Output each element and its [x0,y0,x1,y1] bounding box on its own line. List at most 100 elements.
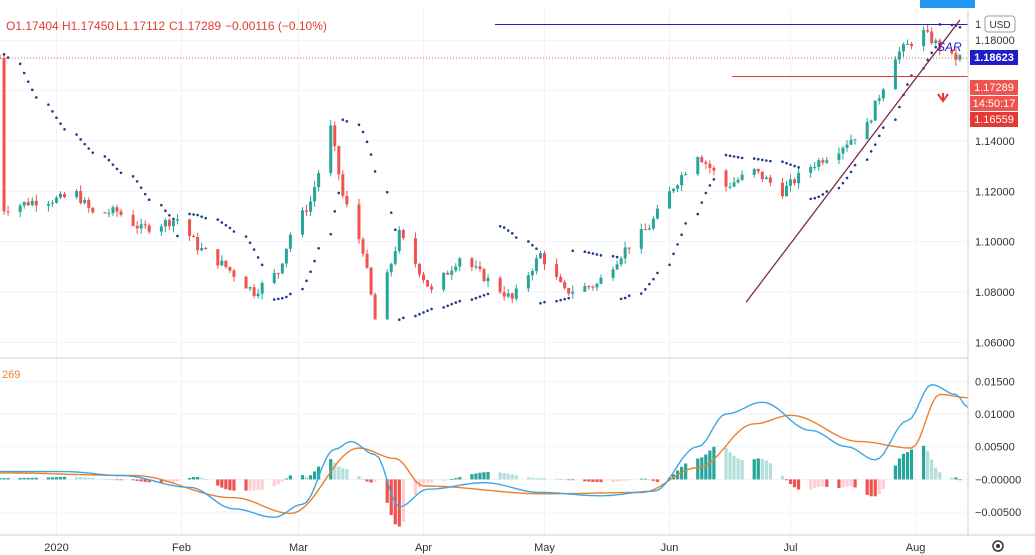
macd-histogram-bar [401,479,405,522]
sar-dot [454,301,458,304]
sar-dot [506,229,510,232]
candle-body [337,146,341,175]
macd-histogram-bar [317,466,321,480]
macd-histogram-bar [260,479,264,490]
toolbar-strip-button[interactable] [920,0,975,8]
sar-dot [345,119,349,123]
candle-body [591,286,595,288]
sar-dot [216,218,220,221]
sar-dot [934,45,938,49]
sar-dot [599,254,603,257]
sar-dot [196,213,199,217]
sar-dot [684,222,687,225]
macd-histogram-bar [930,459,934,480]
macd-histogram-bar [712,446,716,480]
sar-dot [680,233,683,237]
macd-histogram-bar [454,478,458,480]
candle-body [175,219,179,221]
candle-body [910,43,914,47]
macd-histogram-bar [361,479,365,480]
macd-histogram-bar [732,455,736,480]
sar-dot [168,213,171,217]
level-high-badge [970,50,1018,65]
candle-body [732,182,736,187]
candle-body [845,144,849,148]
sar-dot [756,157,760,161]
macd-histogram-bar [87,477,91,480]
candle-body [647,228,651,230]
candle-body [538,253,542,259]
price-tick-label: 1.12000 [975,186,1015,198]
candle-body [474,266,478,268]
macd-pane[interactable] [0,383,969,527]
sar-dot [83,142,86,146]
candle-body [329,125,333,174]
gear-icon[interactable] [992,540,1004,552]
candle-body [704,162,708,164]
candle-body [244,276,248,289]
macd-histogram-bar [256,479,260,491]
candle-body [87,200,91,208]
macd-histogram-bar [813,479,817,488]
settings-icon-top[interactable] [1005,0,1019,9]
candle-body [897,51,901,60]
macd-histogram-bar [22,477,26,480]
candle-body [103,212,107,214]
macd-histogram-bar [514,475,518,480]
sar-dot [676,243,679,246]
sar-dot [926,58,929,62]
candle-body [684,174,688,176]
sar-dot [164,209,167,213]
sar-dot [147,198,151,201]
macd-histogram-bar [506,473,510,480]
sar-dot [769,159,772,163]
sar-dot [595,253,599,256]
sar-dot [341,118,345,122]
macd-histogram-bar [825,479,829,487]
currency-button[interactable] [984,15,1016,33]
candle-body [571,291,575,294]
macd-histogram-bar [792,479,797,488]
candle-body [309,201,313,212]
ohlc-change: −0.00116 (−0.10%) [225,19,327,33]
price-pane[interactable] [0,19,968,321]
candle-body [446,272,450,275]
macd-histogram-bar [788,479,793,485]
sar-dot [361,130,365,134]
macd-histogram-bar [175,479,180,482]
macd-histogram-bar [187,477,192,480]
sar-dot [627,294,631,298]
macd-histogram-bar [248,479,252,491]
sar-dot [849,170,853,174]
sar-label: SAR [937,40,962,54]
candle-body [543,253,546,265]
candle-body [506,293,510,297]
macd-histogram-bar [764,460,768,480]
candle-body [498,277,502,293]
macd-histogram-bar [954,477,958,480]
candle-body [510,293,514,299]
sar-dot [337,191,341,195]
macd-tick-label: 0.01500 [975,376,1015,388]
sar-dot [587,251,591,254]
sar-dot [644,288,647,291]
macd-histogram-bar [643,478,647,480]
macd-histogram-bar [877,479,881,495]
sar-dot [640,292,643,295]
candle-body [393,251,397,264]
sar-dot [111,163,115,166]
candle-body [555,264,559,277]
sar-dot [623,296,627,300]
sar-dot [244,235,248,238]
candle-body [91,207,95,213]
macd-histogram-bar [75,476,79,480]
macd-tick-label: −0.00500 [975,507,1021,519]
sar-dot [906,83,909,86]
candle-body [79,191,83,204]
macd-histogram-bar [510,474,514,480]
macd-histogram-bar [780,475,785,480]
candle-body [369,267,373,295]
candle-body [301,210,304,235]
macd-histogram-bar [534,478,539,480]
